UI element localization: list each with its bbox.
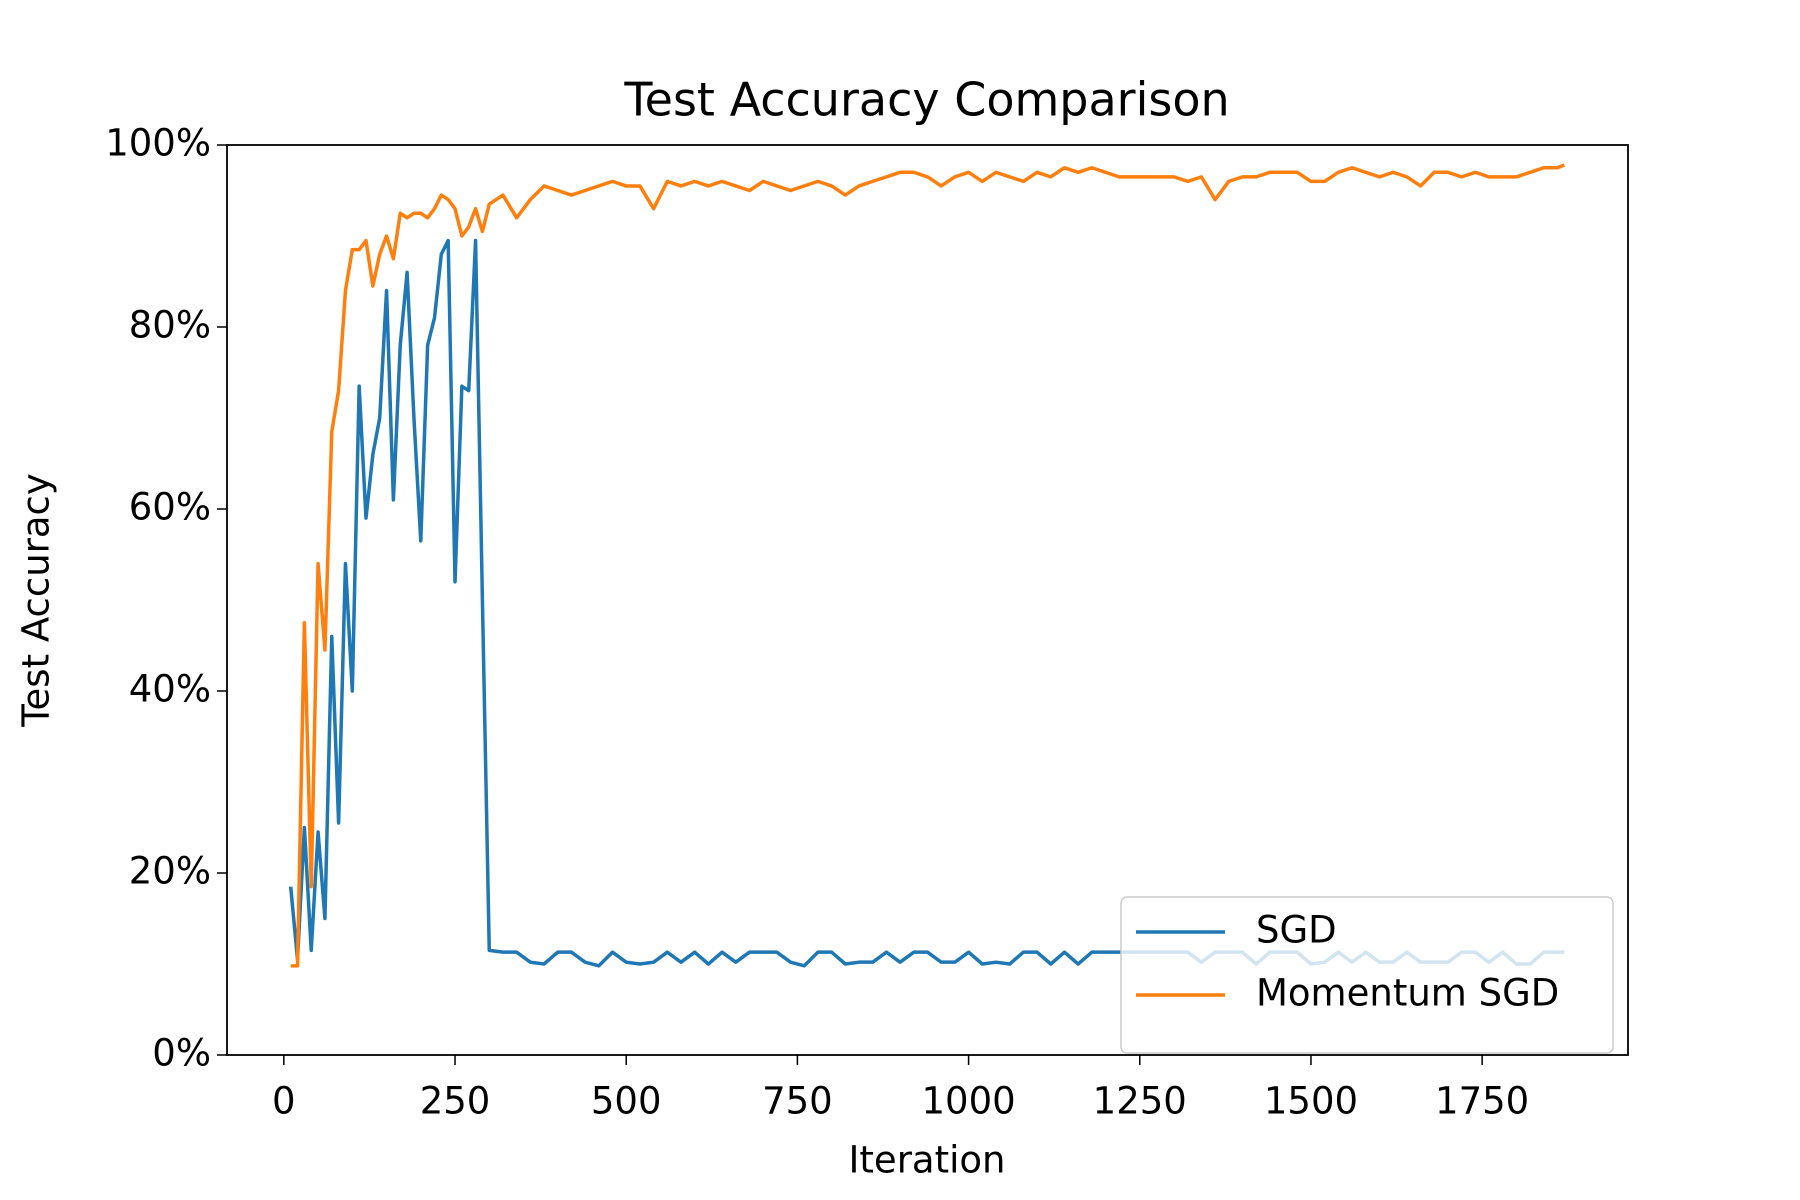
- x-tick-label: 250: [420, 1080, 491, 1123]
- y-tick-label: 80%: [129, 304, 211, 347]
- y-axis-label: Test Accuracy: [15, 473, 58, 728]
- series-line: [290, 163, 1565, 968]
- x-tick-label: 1250: [1093, 1080, 1187, 1123]
- y-tick-label: 100%: [105, 122, 211, 165]
- legend-box: [1120, 896, 1614, 1054]
- y-tick-label: 60%: [129, 486, 211, 529]
- y-tick-label: 0%: [152, 1032, 211, 1075]
- x-axis-label: Iteration: [849, 1139, 1006, 1182]
- y-tick-label: 40%: [129, 668, 211, 711]
- x-tick-label: 1500: [1264, 1080, 1358, 1123]
- y-tick-label: 20%: [129, 850, 211, 893]
- x-tick-label: 1750: [1435, 1080, 1529, 1123]
- x-tick-label: 1000: [921, 1080, 1015, 1123]
- legend-label: Momentum SGD: [1256, 972, 1559, 1015]
- x-tick-label: 750: [762, 1080, 833, 1123]
- chart-title: Test Accuracy Comparison: [623, 73, 1229, 127]
- x-tick-label: 0: [272, 1080, 296, 1123]
- x-tick-label: 500: [591, 1080, 662, 1123]
- plot-frame: [226, 144, 1629, 1056]
- legend-label: SGD: [1256, 909, 1337, 952]
- series-line: [288, 238, 1565, 968]
